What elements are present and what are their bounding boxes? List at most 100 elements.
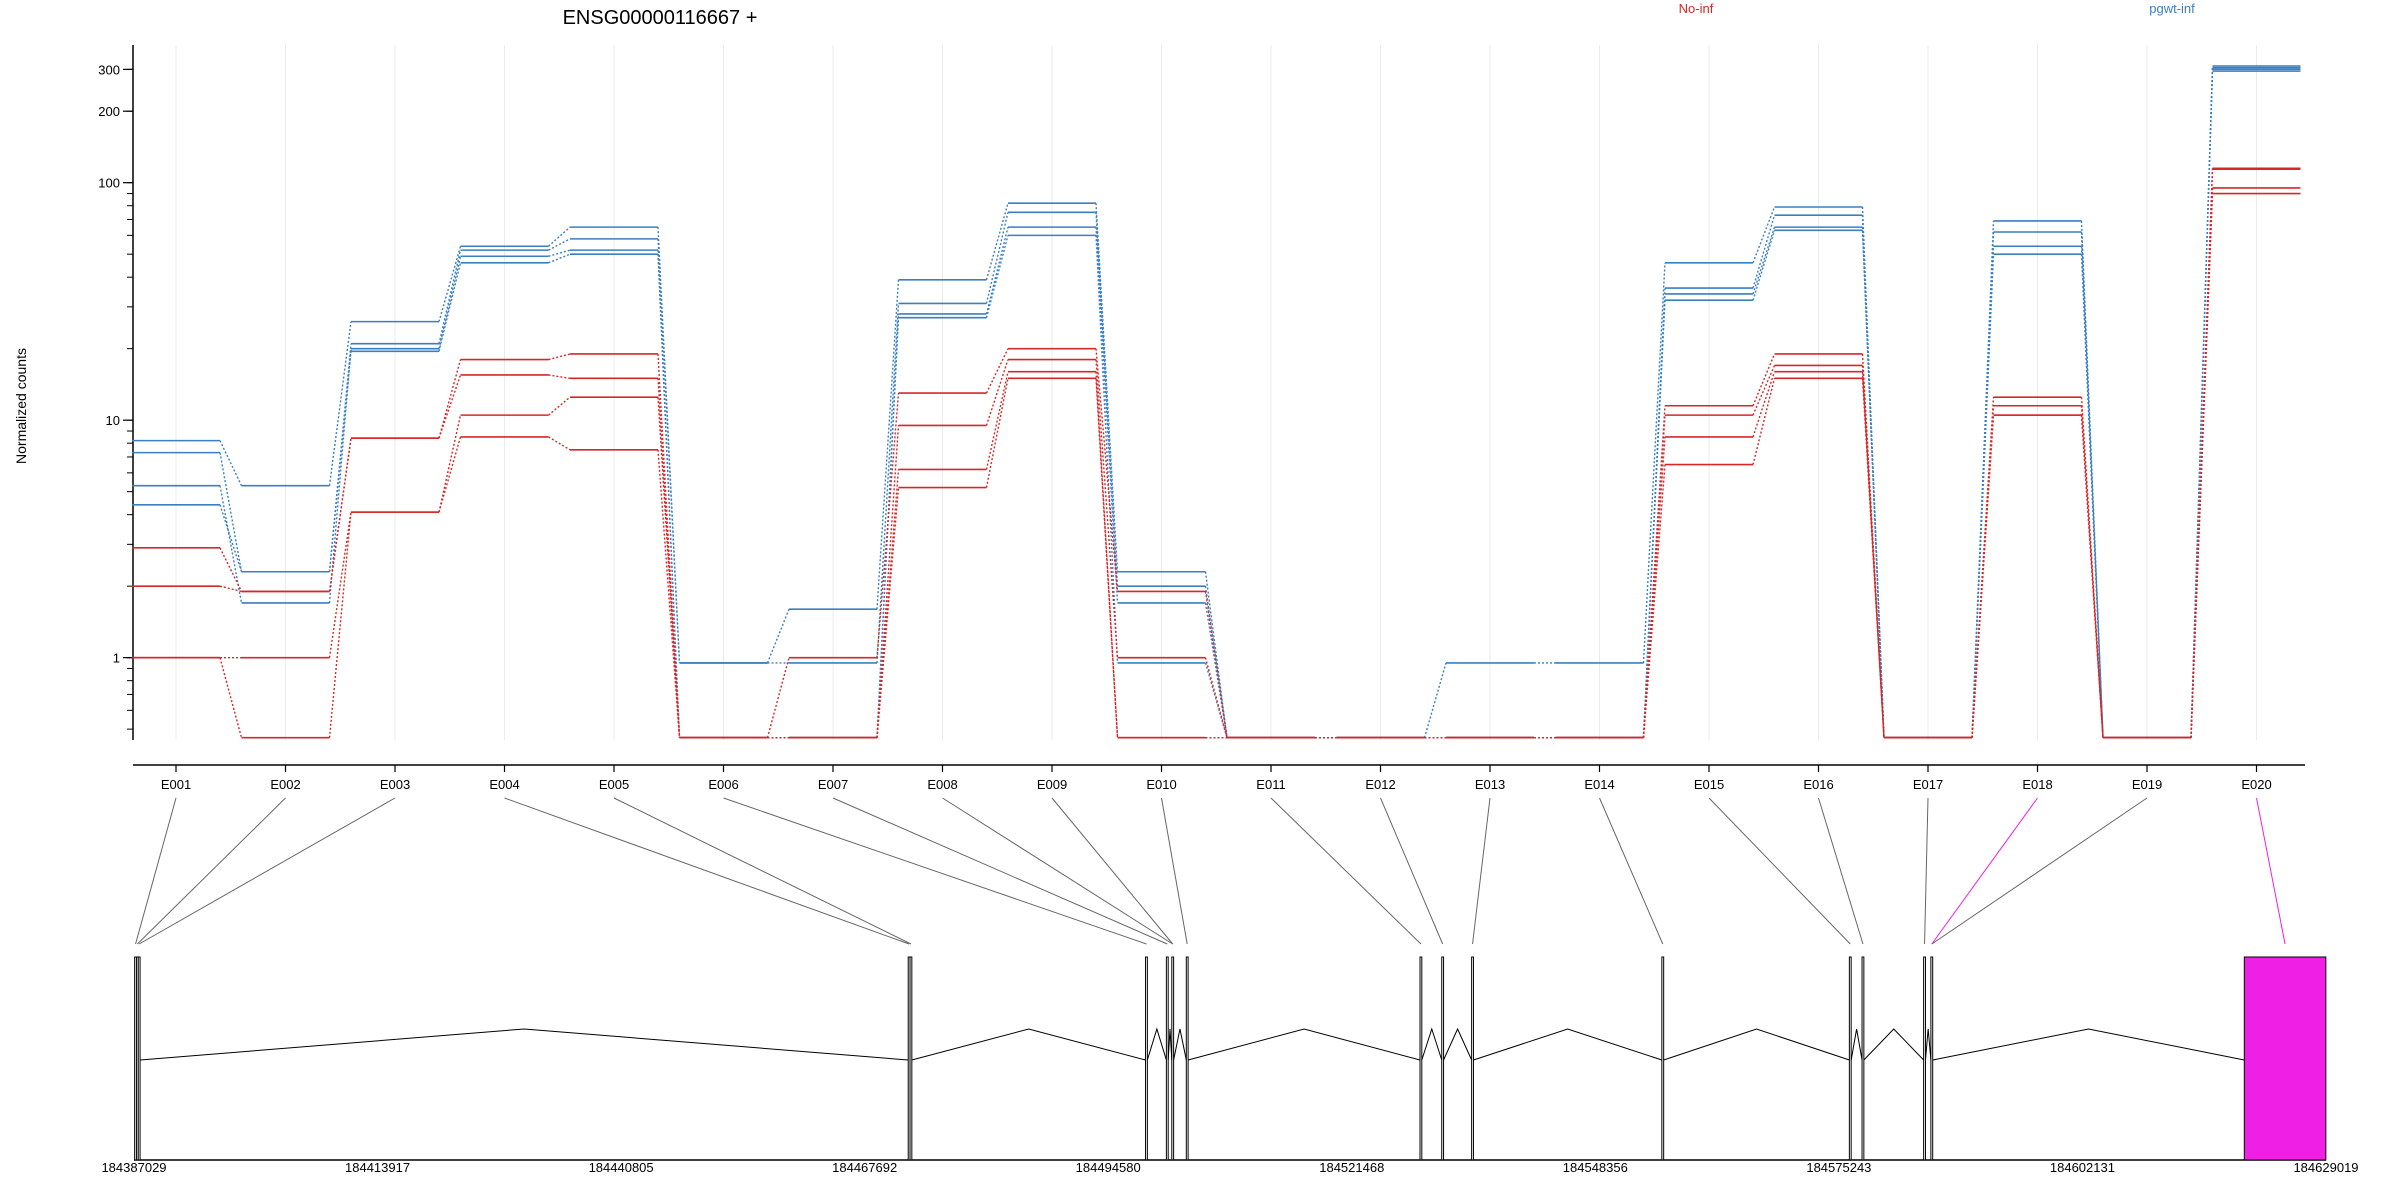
connector-segment: [438, 414, 462, 513]
connector-segment: [1861, 230, 1885, 738]
connector-segment: [657, 449, 681, 738]
coordinate-tick-label: 184440805: [589, 1160, 654, 1175]
intron-line: [1146, 1027, 1167, 1061]
mapping-line-e001: [135, 797, 177, 945]
connector-segment: [1095, 371, 1119, 738]
exon-box: [909, 956, 913, 1161]
mapping-line-e012: [1380, 797, 1444, 945]
intron-line: [1863, 1028, 1925, 1061]
exon-box: [1661, 956, 1665, 1161]
connector-segment: [766, 608, 790, 664]
legend-label-pgwt-inf: pgwt-inf: [2149, 1, 2195, 16]
series-lines: [132, 65, 2301, 739]
exon-box: [1848, 956, 1852, 1161]
connector-segment: [876, 487, 900, 738]
connector-segment: [1752, 230, 1776, 301]
mapping-line-e019: [1931, 797, 2148, 945]
connector-segment: [1752, 206, 1776, 264]
connector-segment: [438, 436, 462, 513]
coordinate-tick-label: 184521468: [1319, 1160, 1384, 1175]
exon-box: [1419, 956, 1423, 1161]
connector-segment: [1861, 371, 1885, 738]
y-tick-label: 1: [113, 651, 120, 666]
mapping-line-e018: [1931, 797, 2038, 945]
mapping-line-e011: [1270, 797, 1422, 945]
intron-line: [1663, 1028, 1850, 1061]
x-tick-label-e001: E001: [161, 777, 191, 792]
connector-segment: [1752, 365, 1776, 416]
y-tick-label: 10: [106, 413, 120, 428]
connector-segment: [2080, 254, 2104, 738]
mapping-line-e003: [138, 797, 396, 945]
x-tick-label-e011: E011: [1256, 777, 1285, 792]
connector-segment: [985, 348, 1009, 394]
exon-box: [1471, 956, 1474, 1161]
mapping-line-e014: [1599, 797, 1664, 945]
coordinate-tick-label: 184413917: [345, 1160, 410, 1175]
x-tick-label-e012: E012: [1365, 777, 1395, 792]
coordinate-tick-label: 184494580: [1076, 1160, 1141, 1175]
exon-box: [1930, 956, 1934, 1161]
connector-segment: [1971, 254, 1995, 738]
mapping-line-e005: [613, 797, 912, 945]
exon-box: [137, 956, 141, 1161]
connector-segment: [985, 226, 1009, 315]
y-tick-label: 300: [98, 62, 120, 77]
exon-box: [1145, 956, 1148, 1161]
connector-segment: [219, 452, 243, 572]
exon-box: [1861, 956, 1865, 1161]
intron-line: [1473, 1028, 1663, 1061]
y-axis-label: Normalized counts: [13, 348, 29, 464]
x-tick-label-e005: E005: [599, 777, 629, 792]
exon-box: [1923, 956, 1926, 1161]
connector-segment: [1095, 378, 1119, 738]
x-tick-label-e020: E020: [2241, 777, 2271, 792]
connector-segment: [438, 262, 462, 352]
connector-segment: [548, 396, 571, 416]
connector-segment: [1752, 353, 1776, 407]
connector-segment: [1095, 212, 1119, 587]
connector-segment: [328, 438, 352, 592]
connector-segment: [1642, 464, 1666, 738]
mapping-line-e004: [504, 797, 910, 945]
coordinate-tick-label: 184467692: [832, 1160, 897, 1175]
connector-segment: [1095, 348, 1119, 592]
x-tick-label-e010: E010: [1146, 777, 1176, 792]
connector-segment: [1095, 227, 1119, 603]
x-tick-label-e013: E013: [1475, 777, 1505, 792]
exon-box: [1171, 956, 1175, 1161]
x-tick-label-e009: E009: [1037, 777, 1067, 792]
connector-segment: [1204, 657, 1228, 738]
coordinate-tick-label: 184548356: [1563, 1160, 1628, 1175]
exon-box: [1165, 956, 1169, 1161]
connector-segment: [219, 440, 243, 486]
connector-segment: [548, 226, 571, 247]
legend-label-no-inf: No-inf: [1679, 1, 1714, 16]
mapping-line-e013: [1472, 797, 1491, 945]
axes: 1 10 100 200 300 E001 E002 E003 E004 E005 E006 E007…: [98, 45, 2305, 792]
y-tick-label: 200: [98, 104, 120, 119]
connector-segment: [328, 512, 352, 658]
connector-segment: [2080, 231, 2104, 738]
x-tick-label-e007: E007: [818, 777, 848, 792]
x-tick-label-e015: E015: [1694, 777, 1724, 792]
x-tick-label-e016: E016: [1803, 777, 1833, 792]
mapping-line-e016: [1818, 797, 1864, 945]
chart-title: ENSG00000116667 +: [563, 7, 758, 29]
x-tick-label-e003: E003: [380, 777, 410, 792]
x-tick-label-e004: E004: [489, 777, 519, 792]
intron-line: [1421, 1027, 1443, 1061]
connector-segment: [657, 254, 681, 738]
connector-segment: [2080, 405, 2104, 738]
connector-segment: [1752, 371, 1776, 438]
intron-line: [140, 1028, 909, 1061]
intron-line: [1443, 1027, 1473, 1061]
connector-segment: [548, 238, 571, 251]
connector-segment: [985, 202, 1009, 280]
connector-segment: [1642, 300, 1666, 738]
connector-segment: [985, 359, 1009, 426]
connector-segment: [876, 279, 900, 610]
exon-mapping-lines: [135, 797, 2286, 945]
connector-segment: [1861, 378, 1885, 738]
